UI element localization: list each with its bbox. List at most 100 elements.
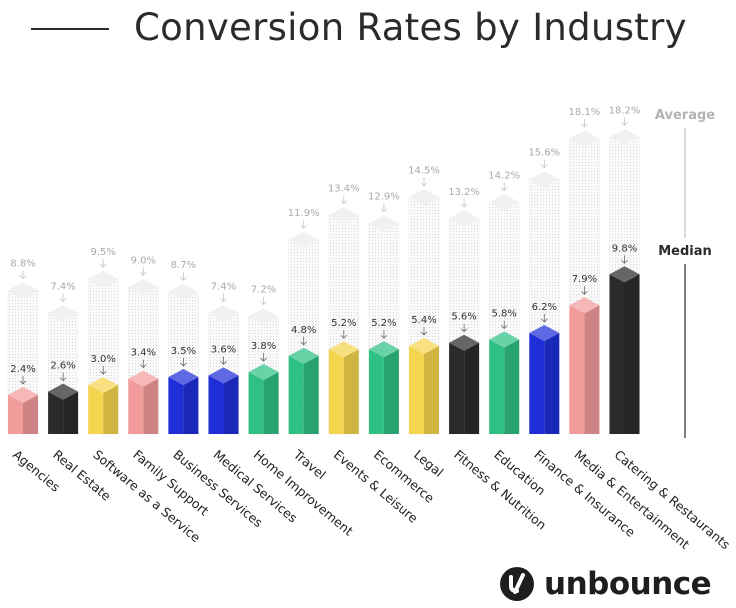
page-title: Conversion Rates by Industry bbox=[134, 6, 687, 49]
average-bar-top bbox=[168, 284, 199, 301]
median-bar-top bbox=[529, 324, 560, 341]
median-bar-top bbox=[409, 337, 439, 354]
median-value-label: 3.0% bbox=[90, 354, 115, 365]
average-bar-top bbox=[328, 207, 359, 224]
average-bar-top bbox=[288, 232, 319, 249]
median-label-arrow bbox=[140, 364, 147, 369]
median-bar-top bbox=[288, 347, 319, 364]
median-label-arrow bbox=[19, 380, 27, 385]
average-label-arrow bbox=[420, 182, 428, 187]
median-value-label: 2.4% bbox=[10, 364, 35, 375]
median-label-arrow bbox=[300, 341, 307, 346]
median-label-arrow bbox=[99, 370, 107, 375]
median-value-label: 4.8% bbox=[291, 325, 316, 336]
average-label-arrow bbox=[99, 263, 107, 268]
average-label-arrow bbox=[340, 200, 348, 205]
median-bar-right-face bbox=[504, 339, 520, 434]
brand-logo-text: unbounce bbox=[544, 566, 712, 602]
average-label-arrow bbox=[621, 122, 628, 126]
average-value-label: 18.2% bbox=[609, 105, 641, 116]
median-label-arrow bbox=[460, 328, 468, 333]
median-bar-top bbox=[168, 368, 199, 385]
average-bar-top bbox=[208, 305, 239, 322]
median-bar-left-face bbox=[368, 349, 384, 434]
median-bar-right-face bbox=[23, 394, 38, 434]
median-bar-top bbox=[569, 297, 600, 314]
median-label-arrow bbox=[260, 357, 267, 362]
median-label-arrow bbox=[621, 259, 628, 264]
median-bars bbox=[8, 266, 640, 434]
median-bar-left-face bbox=[609, 274, 625, 434]
average-label-arrow bbox=[59, 298, 67, 302]
median-label-arrow bbox=[500, 325, 508, 330]
average-value-label: 7.2% bbox=[251, 285, 276, 296]
median-bar-top bbox=[328, 341, 359, 358]
average-value-label: 7.4% bbox=[211, 281, 236, 292]
average-bar-top bbox=[88, 271, 119, 288]
median-label-arrow bbox=[340, 334, 348, 339]
average-value-label: 13.2% bbox=[448, 187, 480, 198]
average-bar-top bbox=[489, 194, 520, 211]
median-bar-top bbox=[128, 370, 159, 387]
median-bar-left-face bbox=[168, 376, 184, 434]
median-bar-left-face bbox=[248, 372, 264, 434]
median-bar-top bbox=[208, 367, 239, 384]
legend-median: Median bbox=[658, 244, 712, 259]
title-rule bbox=[31, 28, 109, 30]
average-value-label: 7.4% bbox=[50, 281, 75, 292]
average-bar-top bbox=[609, 129, 640, 146]
average-value-label: 9.0% bbox=[131, 255, 156, 266]
median-bar-top bbox=[248, 364, 279, 381]
legend-average: Average bbox=[655, 108, 715, 123]
average-value-label: 12.9% bbox=[368, 192, 400, 203]
average-label-arrow bbox=[260, 301, 267, 306]
median-value-label: 5.6% bbox=[451, 312, 476, 323]
median-bar-right-face bbox=[424, 345, 439, 434]
average-bar-top bbox=[8, 282, 38, 299]
average-bar-top bbox=[48, 305, 79, 322]
median-label-arrow bbox=[220, 361, 227, 365]
median-bar-left-face bbox=[569, 305, 585, 434]
median-bar-right-face bbox=[223, 375, 239, 434]
median-bar-left-face bbox=[328, 349, 344, 434]
median-bar-right-face bbox=[303, 355, 319, 434]
median-value-label: 5.8% bbox=[491, 308, 516, 319]
median-bar-right-face bbox=[103, 385, 119, 434]
median-label-arrow bbox=[420, 331, 428, 336]
median-bar-right-face bbox=[63, 391, 79, 434]
median-bar-top bbox=[609, 266, 640, 283]
average-bar-top bbox=[449, 210, 480, 227]
median-value-label: 6.2% bbox=[532, 302, 557, 313]
median-bar-left-face bbox=[449, 342, 465, 434]
average-label-arrow bbox=[300, 224, 307, 229]
median-bar-left-face bbox=[409, 345, 424, 434]
median-bar-left-face bbox=[208, 375, 224, 434]
average-value-label: 13.4% bbox=[328, 184, 360, 195]
median-bar-right-face bbox=[343, 349, 359, 434]
median-value-label: 9.8% bbox=[612, 243, 637, 254]
median-value-label: 7.9% bbox=[572, 274, 597, 285]
median-bar-left-face bbox=[88, 385, 104, 434]
category-label: Legal bbox=[411, 447, 446, 480]
median-bar-left-face bbox=[48, 391, 64, 434]
average-value-label: 8.7% bbox=[171, 260, 196, 271]
median-value-label: 5.2% bbox=[371, 318, 396, 329]
average-value-label: 11.9% bbox=[288, 208, 320, 219]
median-bar-right-face bbox=[464, 342, 480, 434]
average-bar-top bbox=[529, 171, 560, 188]
median-bar-left-face bbox=[529, 332, 545, 434]
median-value-label: 3.5% bbox=[171, 346, 196, 357]
average-bar-top bbox=[248, 308, 279, 325]
average-value-label: 8.8% bbox=[10, 259, 35, 270]
median-value-label: 3.8% bbox=[251, 341, 276, 352]
median-bar-right-face bbox=[383, 349, 399, 434]
average-label-arrow bbox=[180, 276, 187, 281]
median-label-arrow bbox=[59, 377, 67, 382]
data-labels: 2.4% 8.8% 2.6% 7.4% 3.0% 9.5% 3.4% 9.0% 3.5% 8.7%… bbox=[10, 105, 641, 385]
average-label-arrow bbox=[581, 123, 588, 128]
median-label-arrow bbox=[380, 334, 388, 339]
average-value-label: 18.1% bbox=[569, 107, 601, 118]
average-bar-top bbox=[128, 279, 159, 296]
median-bar-right-face bbox=[584, 305, 600, 434]
